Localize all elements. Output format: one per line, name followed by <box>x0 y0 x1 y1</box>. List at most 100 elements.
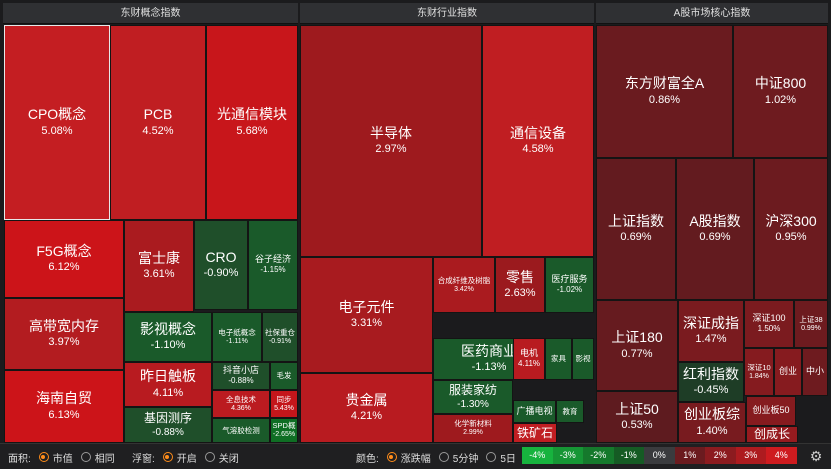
scale-swatch: -3% <box>552 447 583 464</box>
float-off-label[interactable]: 关闭 <box>218 453 239 465</box>
treemap-tile[interactable]: 电机 4.11% <box>513 338 545 380</box>
treemap-tile[interactable]: 化学新材料 2.99% <box>433 414 513 443</box>
treemap-tile[interactable]: 气溶胶检测 <box>212 418 270 443</box>
tile-change-pct: -1.15% <box>260 265 286 275</box>
float-on-label[interactable]: 开启 <box>176 453 197 465</box>
treemap-tile[interactable]: CRO -0.90% <box>194 220 248 310</box>
color-change-radio[interactable] <box>386 452 397 462</box>
tile-name: 高带宽内存 <box>29 317 99 334</box>
treemap-tile[interactable]: 贵金属 4.21% <box>300 373 433 443</box>
treemap-tile[interactable]: 社保重仓 -0.91% <box>262 312 298 362</box>
treemap-tile[interactable]: 教育 <box>556 400 584 423</box>
treemap-tile[interactable]: 同步 5.43% <box>270 390 298 418</box>
treemap-tile[interactable]: 零售 2.63% <box>495 257 545 313</box>
treemap-tile[interactable]: 电子元件 3.31% <box>300 257 433 373</box>
treemap-tile[interactable]: 创业板综 1.40% <box>678 402 746 443</box>
panel-header-industry: 东财行业指数 <box>300 3 594 24</box>
treemap-tile[interactable]: 抖音小店 -0.88% <box>212 362 270 390</box>
treemap-tile[interactable]: 海南自贸 6.13% <box>4 370 124 443</box>
scale-swatch: 0% <box>644 447 675 464</box>
treemap-tile[interactable]: 沪深300 0.95% <box>754 158 828 300</box>
tile-name: 铁矿石 <box>516 425 553 440</box>
treemap-tile[interactable]: 半导体 2.97% <box>300 25 482 257</box>
scale-swatch: -2% <box>583 447 614 464</box>
tile-name: 创成长 <box>753 427 790 441</box>
tile-change-pct: 4.21% <box>350 410 383 423</box>
treemap-tile[interactable]: 高带宽内存 3.97% <box>4 298 124 370</box>
treemap-tile[interactable]: PCB 4.52% <box>110 25 206 220</box>
tile-change-pct: -0.91% <box>268 337 292 345</box>
gear-icon[interactable]: ⚙ <box>809 448 823 464</box>
treemap-tile[interactable]: 东方财富全A 0.86% <box>596 25 733 158</box>
area-option-equal-label[interactable]: 相同 <box>94 453 115 465</box>
color-5min-radio[interactable] <box>438 452 449 462</box>
tile-name: 抖音小店 <box>222 364 259 375</box>
treemap-tile[interactable]: 上证180 0.77% <box>596 300 678 391</box>
treemap-tile[interactable]: 昨日触板 4.11% <box>124 362 212 407</box>
float-on-radio[interactable] <box>162 452 173 462</box>
color-5day-radio[interactable] <box>486 452 497 462</box>
treemap-tile[interactable]: 深证100 1.50% <box>744 300 794 348</box>
tile-name: CPO概念 <box>27 106 87 123</box>
treemap-tile[interactable]: 服装家纺 -1.30% <box>433 380 513 414</box>
treemap-tile[interactable]: CPO概念 5.08% <box>4 25 110 220</box>
treemap-tile[interactable]: 基因测序 -0.88% <box>124 407 212 443</box>
scale-swatch: -4% <box>522 447 553 464</box>
treemap-tile[interactable]: 创业 <box>774 348 802 396</box>
color-mode-group: 颜色: 涨跌幅 5分钟 5日 <box>356 444 516 469</box>
treemap-tile[interactable]: 深证10 1.84% <box>744 348 774 396</box>
tile-change-pct: 2.99% <box>463 429 483 437</box>
float-off-radio[interactable] <box>204 452 215 462</box>
tile-change-pct: 3.42% <box>454 285 474 293</box>
tile-change-pct: 0.95% <box>775 231 807 244</box>
area-option-market-cap-label[interactable]: 市值 <box>52 453 73 465</box>
treemap-tile[interactable]: 影视 <box>572 338 594 380</box>
tile-change-pct: 6.13% <box>48 408 80 421</box>
tile-change-pct: 1.02% <box>764 93 797 106</box>
treemap-tile[interactable]: 上证指数 0.69% <box>596 158 676 300</box>
treemap-tile[interactable]: 光通信模块 5.68% <box>206 25 298 220</box>
tile-change-pct: 4.36% <box>231 404 251 412</box>
tile-name: 毛发 <box>276 371 292 381</box>
treemap-tile[interactable]: 全息技术 4.36% <box>212 390 270 418</box>
treemap-tile[interactable]: 创业板50 <box>746 396 796 426</box>
tile-name: 贵金属 <box>345 391 388 408</box>
treemap-tile[interactable]: 中小 <box>802 348 828 396</box>
tile-change-pct: 4.11% <box>517 359 541 369</box>
treemap-tile[interactable]: F5G概念 6.12% <box>4 220 124 298</box>
tile-name: F5G概念 <box>36 242 92 259</box>
treemap-tile[interactable]: A股指数 0.69% <box>676 158 754 300</box>
tile-name: 谷子经济 <box>254 253 291 264</box>
tile-name: 上证180 <box>611 329 663 346</box>
treemap-tile[interactable]: 通信设备 4.58% <box>482 25 594 257</box>
treemap-tile[interactable]: 红利指数 -0.45% <box>678 362 744 402</box>
color-change-label[interactable]: 涨跌幅 <box>400 453 431 465</box>
treemap-tile[interactable]: 合成纤维及树脂 3.42% <box>433 257 495 313</box>
tile-name: 深证10 <box>747 362 771 372</box>
treemap-tile[interactable]: 深证成指 1.47% <box>678 300 744 362</box>
treemap-tile[interactable]: 创成长 <box>746 426 798 443</box>
treemap-tile[interactable]: 上证38 0.99% <box>794 300 828 348</box>
tile-change-pct: -0.88% <box>228 376 254 386</box>
treemap-tile[interactable]: 中证800 1.02% <box>733 25 828 158</box>
area-option-market-cap-radio[interactable] <box>38 452 49 462</box>
treemap-tile[interactable]: 铁矿石 <box>513 423 557 443</box>
tile-name: 医疗服务 <box>551 273 588 284</box>
treemap-tile[interactable]: 电子纸概念 -1.11% <box>212 312 262 362</box>
treemap-tile[interactable]: 影视概念 -1.10% <box>124 312 212 362</box>
treemap-tile[interactable]: 毛发 <box>270 362 298 390</box>
treemap-tile[interactable]: 富士康 3.61% <box>124 220 194 312</box>
treemap-tile[interactable]: SPD概 -2.65% <box>270 418 298 443</box>
tile-change-pct: -0.90% <box>203 267 239 280</box>
tile-change-pct: 4.11% <box>152 386 184 399</box>
area-option-equal-radio[interactable] <box>80 452 91 462</box>
color-5day-label[interactable]: 5日 <box>500 453 516 465</box>
treemap-tile[interactable]: 家具 <box>545 338 572 380</box>
treemap-tile[interactable]: 医疗服务 -1.02% <box>545 257 594 313</box>
color-label: 颜色: <box>356 453 379 465</box>
treemap-tile[interactable]: 广播电视 <box>513 400 556 423</box>
treemap-tile[interactable]: 上证50 0.53% <box>596 391 678 443</box>
treemap-tile[interactable]: 谷子经济 -1.15% <box>248 220 298 310</box>
tile-name: 创业板50 <box>752 405 790 416</box>
color-5min-label[interactable]: 5分钟 <box>452 453 479 465</box>
